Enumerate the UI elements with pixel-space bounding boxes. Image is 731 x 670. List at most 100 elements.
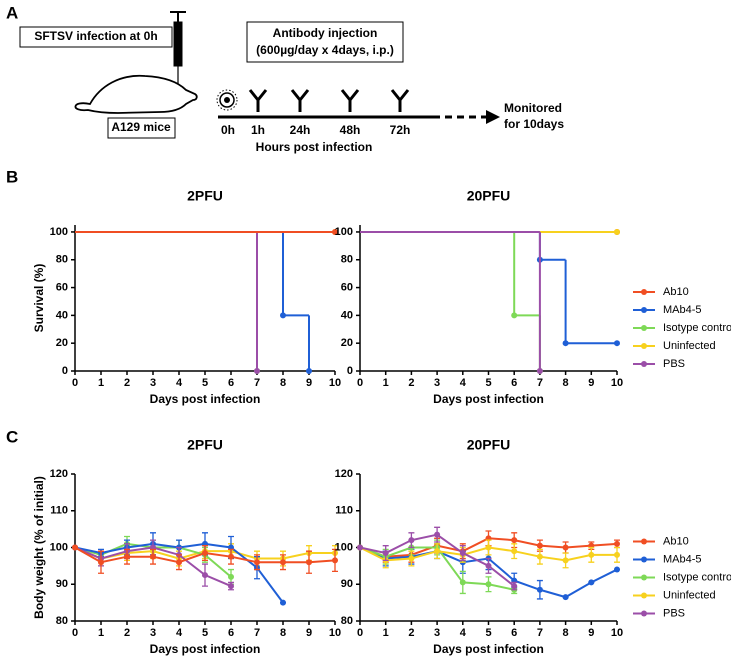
x-tick-label: 2 — [124, 627, 130, 639]
y-tick-label: 100 — [50, 541, 68, 553]
point — [254, 368, 260, 374]
y-tick-label: 60 — [341, 281, 353, 293]
x-tick-label: 4 — [460, 627, 467, 639]
legend-label: MAb4-5 — [663, 304, 702, 316]
y-tick-label: 120 — [335, 468, 353, 480]
x-axis-label: Days post infection — [150, 392, 261, 406]
point — [562, 544, 569, 551]
x-tick-label: 7 — [537, 377, 543, 389]
y-tick-label: 120 — [50, 468, 68, 480]
y-tick-label: 0 — [62, 365, 68, 377]
x-tick-label: 4 — [176, 377, 183, 389]
x-tick-label: 6 — [228, 627, 234, 639]
panel-label: B — [6, 167, 18, 186]
x-tick-label: 8 — [280, 377, 286, 389]
mouse — [74, 74, 198, 114]
point — [614, 566, 620, 573]
x-tick-label: 0 — [357, 377, 363, 389]
legend-marker — [641, 574, 647, 581]
x-tick-label: 5 — [202, 377, 208, 389]
y-tick-label: 100 — [50, 226, 68, 238]
label: Antibody injection — [273, 26, 378, 40]
x-tick-label: 3 — [434, 627, 440, 639]
point — [72, 544, 78, 551]
x-tick-label: 6 — [511, 627, 517, 639]
y-tick-label: 80 — [56, 254, 68, 266]
x-tick-label: 0 — [72, 627, 78, 639]
chart-title: 20PFU — [467, 437, 511, 453]
x-tick-label: 3 — [434, 377, 440, 389]
x-tick-label: 8 — [280, 627, 286, 639]
panel-label: A — [6, 3, 18, 22]
x-tick-label: 8 — [563, 627, 569, 639]
point — [536, 553, 543, 560]
point — [536, 368, 543, 374]
y-tick-label: 100 — [335, 541, 353, 553]
legend-label: Isotype control — [663, 571, 731, 583]
y-tick-label: 20 — [56, 337, 68, 349]
y-tick-label: 60 — [56, 281, 68, 293]
point — [614, 228, 620, 235]
legend-marker — [641, 325, 647, 331]
y-tick-label: 90 — [341, 578, 353, 590]
y-tick-label: 80 — [341, 615, 353, 627]
x-tick-label: 5 — [485, 627, 491, 639]
x-axis-label: Days post infection — [433, 392, 544, 406]
y-tick-label: 80 — [56, 615, 68, 627]
label: Monitored — [504, 101, 562, 115]
label: A129 mice — [111, 120, 171, 134]
point — [408, 555, 415, 562]
point — [511, 583, 518, 590]
x-axis-label: Days post infection — [433, 642, 544, 656]
label: 48h — [340, 123, 361, 137]
point — [485, 544, 492, 551]
legend-label: Ab10 — [663, 535, 689, 547]
label: for 10days — [504, 117, 564, 131]
point — [357, 544, 363, 551]
point — [434, 548, 441, 555]
point — [614, 551, 620, 558]
label: Hours post infection — [256, 140, 373, 154]
point — [280, 312, 286, 319]
x-tick-label: 3 — [150, 377, 156, 389]
point — [485, 581, 492, 588]
x-tick-label: 4 — [460, 377, 467, 389]
x-tick-label: 3 — [150, 627, 156, 639]
x-tick-label: 10 — [611, 377, 623, 389]
x-tick-label: 1 — [383, 377, 389, 389]
y-tick-label: 80 — [341, 254, 353, 266]
x-tick-label: 4 — [176, 627, 183, 639]
y-tick-label: 40 — [56, 309, 68, 321]
legend-label: Uninfected — [663, 589, 716, 601]
x-tick-label: 1 — [98, 627, 104, 639]
y-tick-label: 90 — [56, 578, 68, 590]
point — [588, 579, 595, 586]
x-tick-label: 6 — [511, 377, 517, 389]
point — [459, 579, 466, 586]
chart-title: 20PFU — [467, 188, 511, 204]
point — [536, 542, 543, 549]
x-tick-label: 2 — [408, 627, 414, 639]
point — [254, 559, 260, 566]
point — [562, 340, 569, 347]
x-tick-label: 9 — [306, 377, 312, 389]
syringe — [170, 11, 186, 84]
y-tick-label: 0 — [347, 365, 353, 377]
point — [228, 583, 234, 590]
point — [202, 550, 208, 557]
chart: 2PFU 0 1 2 3 4 5 6 7 8 9 10 80 90 100 110 120 Days post i… — [32, 437, 341, 656]
x-tick-label: 10 — [329, 627, 341, 639]
antibodies — [248, 89, 410, 112]
label: 0h — [221, 123, 235, 137]
point — [614, 340, 620, 347]
legend-label: Uninfected — [663, 340, 716, 352]
x-tick-label: 10 — [611, 627, 623, 639]
point — [98, 559, 104, 566]
legend-marker — [641, 556, 647, 563]
legend-marker — [641, 289, 647, 295]
legend-label: Isotype control — [663, 322, 731, 334]
legend-marker — [641, 307, 647, 313]
x-axis-label: Days post infection — [150, 642, 261, 656]
point — [280, 599, 286, 606]
